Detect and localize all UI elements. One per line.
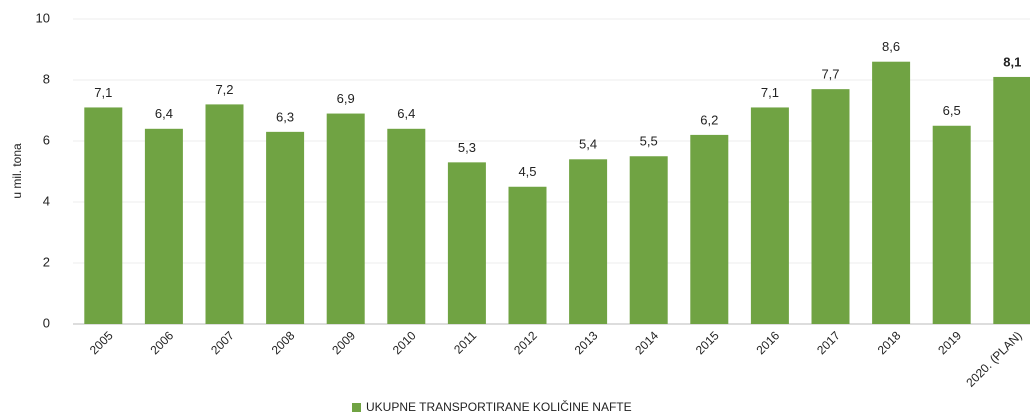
bar — [872, 61, 911, 324]
x-tick-label: 2009 — [329, 328, 358, 357]
bar — [993, 76, 1030, 324]
bar — [387, 128, 426, 324]
x-tick-label: 2006 — [147, 328, 176, 357]
bar — [750, 107, 789, 324]
bar — [326, 113, 365, 324]
data-label: 5,5 — [640, 134, 658, 149]
x-tick-label: 2019 — [935, 328, 964, 357]
x-tick-label: 2020. (PLAN) — [963, 328, 1024, 389]
bar — [508, 186, 547, 324]
x-tick-label: 2010 — [390, 328, 419, 357]
data-label: 7,1 — [761, 85, 779, 100]
bar — [811, 89, 850, 325]
data-label: 6,4 — [397, 106, 415, 121]
data-label: 4,5 — [518, 164, 536, 179]
data-label: 6,3 — [276, 109, 294, 124]
legend-label: UKUPNE TRANSPORTIRANE KOLIČINE NAFTE — [366, 399, 632, 414]
data-label: 6,9 — [337, 91, 355, 106]
bar — [690, 134, 729, 324]
x-tick-label: 2017 — [814, 328, 843, 357]
y-tick-label: 10 — [36, 10, 50, 25]
data-label: 5,4 — [579, 137, 597, 152]
y-tick-label: 4 — [43, 193, 50, 208]
x-tick-label: 2012 — [511, 328, 540, 357]
y-axis-label: u mil. tona — [10, 143, 24, 199]
y-tick-label: 8 — [43, 71, 50, 86]
data-label: 7,2 — [215, 82, 233, 97]
x-tick-label: 2008 — [269, 328, 298, 357]
bar — [447, 162, 486, 324]
x-tick-label: 2005 — [87, 328, 116, 357]
x-tick-label: 2011 — [451, 328, 479, 356]
x-tick-label: 2016 — [753, 328, 782, 357]
x-tick-label: 2007 — [208, 328, 237, 357]
data-label: 7,1 — [94, 85, 112, 100]
data-label: 7,7 — [821, 67, 839, 82]
data-label: 8,6 — [882, 39, 900, 54]
x-tick-label: 2018 — [875, 328, 904, 357]
x-tick-label: 2015 — [693, 328, 722, 357]
bar — [629, 156, 668, 324]
data-label: 6,5 — [943, 103, 961, 118]
data-label: 6,2 — [700, 112, 718, 127]
y-tick-label: 0 — [43, 315, 50, 330]
x-tick-label: 2013 — [572, 328, 601, 357]
x-tick-label: 2014 — [632, 328, 661, 357]
bar — [569, 159, 608, 324]
bar — [84, 107, 123, 324]
y-tick-label: 2 — [43, 254, 50, 269]
data-label: 5,3 — [458, 140, 476, 155]
bar — [205, 104, 244, 325]
bar — [144, 128, 183, 324]
bar — [266, 131, 305, 324]
data-label: 6,4 — [155, 106, 173, 121]
bar — [932, 125, 971, 324]
legend-swatch — [352, 403, 361, 412]
y-tick-label: 6 — [43, 132, 50, 147]
data-label: 8,1 — [1003, 54, 1021, 69]
